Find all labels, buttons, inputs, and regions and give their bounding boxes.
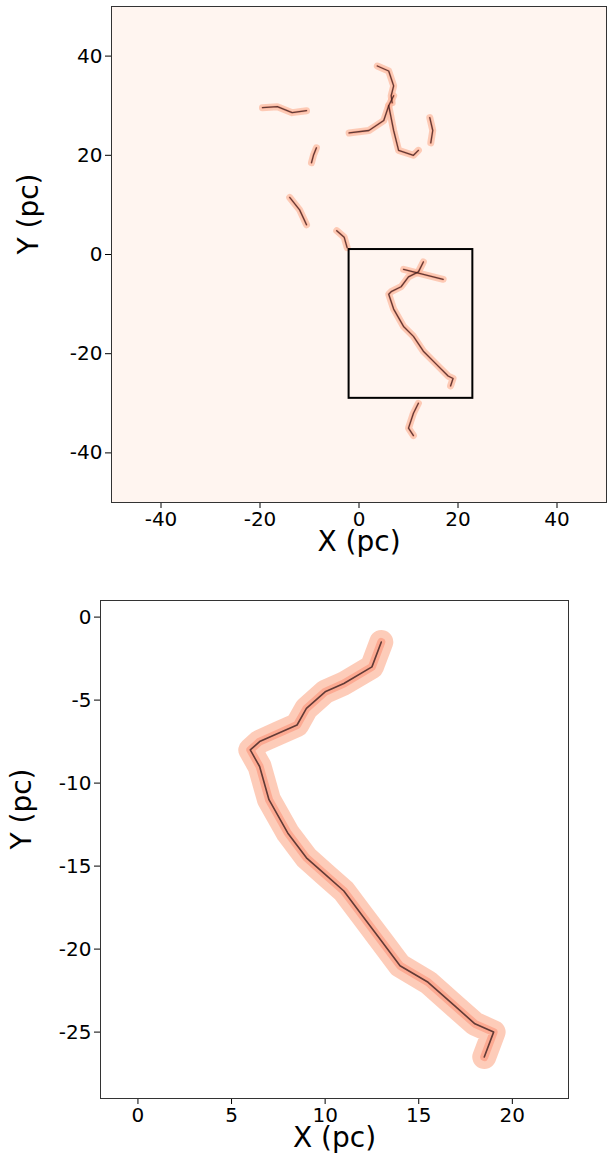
svg-text:0: 0 [79,605,92,629]
svg-text:-40: -40 [70,440,103,464]
svg-text:-40: -40 [145,507,178,531]
svg-text:-20: -20 [244,507,277,531]
svg-text:15: 15 [406,1103,431,1127]
svg-text:-25: -25 [59,1020,92,1044]
svg-text:X (pc): X (pc) [293,1121,376,1154]
svg-text:0: 0 [352,506,366,531]
svg-text:-20: -20 [59,937,92,961]
svg-text:20: 20 [445,507,470,531]
svg-text:20: 20 [77,143,102,167]
svg-text:-15: -15 [59,854,92,878]
svg-text:20: 20 [500,1103,525,1127]
svg-text:0: 0 [90,242,103,266]
svg-text:40: 40 [77,44,102,68]
svg-text:40: 40 [544,507,569,531]
svg-text:10: 10 [312,1102,338,1127]
svg-text:Y (pc): Y (pc) [5,768,38,850]
svg-text:X (pc): X (pc) [317,525,400,558]
svg-text:-10: -10 [59,771,92,795]
svg-text:0: 0 [132,1103,145,1127]
svg-text:Y (pc): Y (pc) [12,173,45,255]
svg-text:-5: -5 [72,688,92,712]
svg-text:-20: -20 [70,341,103,365]
svg-text:5: 5 [225,1103,238,1127]
